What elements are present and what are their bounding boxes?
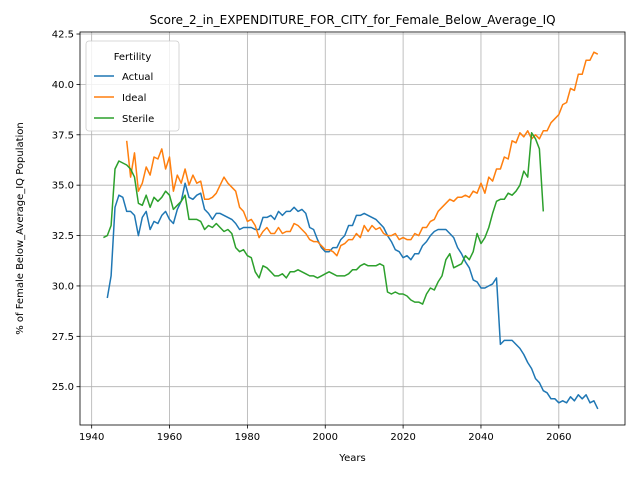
y-tick-label: 40.0	[52, 80, 74, 91]
y-tick-label: 27.5	[52, 332, 74, 343]
y-tick-label: 30.0	[52, 281, 74, 292]
x-axis-label: Years	[338, 453, 365, 464]
y-tick-label: 35.0	[52, 181, 74, 192]
x-tick-label: 1960	[157, 432, 182, 443]
legend-label-ideal: Ideal	[122, 93, 146, 104]
series-lines	[103, 51, 599, 410]
y-tick-label: 42.5	[52, 30, 74, 41]
x-tick-label: 2060	[546, 432, 571, 443]
legend-label-actual: Actual	[122, 72, 153, 83]
y-axis-label: % of Female Below_Average_IQ Population	[15, 122, 26, 335]
chart-title: Score_2_in_EXPENDITURE_FOR_CITY_for_Fema…	[149, 13, 555, 27]
x-tick-label: 1980	[235, 432, 260, 443]
series-line-actual	[106, 182, 599, 410]
legend: Fertility Actual Ideal Sterile	[85, 40, 180, 132]
legend-label-sterile: Sterile	[122, 114, 154, 125]
y-axis: 25.0 27.5 30.0 32.5 35.0 37.5 40.0 42.5	[52, 30, 80, 393]
plot-frame	[79, 31, 626, 426]
y-tick-label: 37.5	[52, 130, 74, 141]
grid-lines	[80, 32, 625, 425]
x-tick-label: 1940	[79, 432, 104, 443]
legend-box	[85, 40, 180, 132]
x-tick-label: 2040	[468, 432, 493, 443]
x-tick-label: 2000	[313, 432, 338, 443]
y-tick-label: 25.0	[52, 382, 74, 393]
x-axis: 1940 1960 1980 2000 2020 2040 2060	[79, 425, 572, 443]
y-tick-label: 32.5	[52, 231, 74, 242]
legend-title: Fertility	[114, 52, 152, 63]
x-tick-label: 2020	[390, 432, 415, 443]
series-line-ideal	[125, 51, 599, 257]
series-line-sterile	[103, 132, 545, 305]
